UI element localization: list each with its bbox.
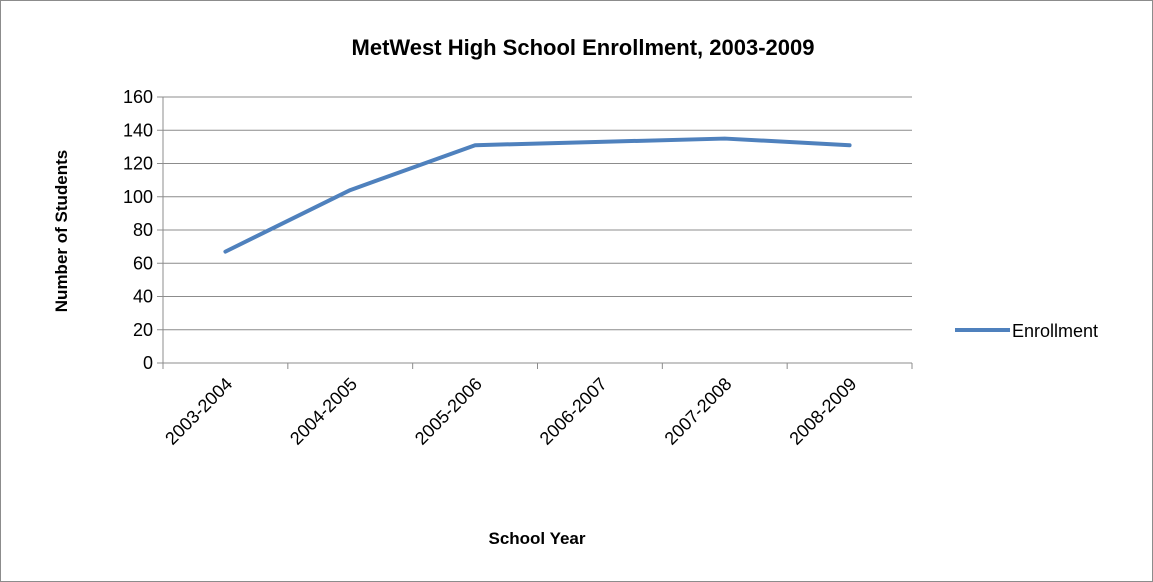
y-tick-label: 40 [133, 287, 153, 307]
gridlines [163, 96, 912, 331]
y-tick-label: 100 [123, 187, 153, 207]
x-axis-title: School Year [488, 529, 585, 548]
x-tick-label: 2005-2006 [411, 374, 486, 449]
y-tick-labels: 0 20 40 60 80 100 120 140 160 [123, 87, 153, 373]
y-tick-label: 80 [133, 220, 153, 240]
series-group [223, 136, 852, 254]
x-tick-label: 2008-2009 [785, 374, 860, 449]
x-tick-labels: 2003-2004 2004-2005 2005-2006 2006-2007 2007… [161, 374, 860, 449]
legend: Enrollment [955, 321, 1098, 341]
axes [157, 96, 913, 369]
y-tick-label: 0 [143, 353, 153, 373]
x-tick-label: 2004-2005 [286, 374, 361, 449]
x-tick-label: 2003-2004 [161, 374, 236, 449]
x-tick-label: 2006-2007 [536, 374, 611, 449]
y-axis-title: Number of Students [52, 150, 71, 312]
y-tick-label: 60 [133, 253, 153, 273]
legend-label: Enrollment [1012, 321, 1098, 341]
y-tick-label: 160 [123, 87, 153, 107]
x-tick-label: 2007-2008 [661, 374, 736, 449]
series-line-enrollment [223, 136, 852, 254]
y-tick-label: 20 [133, 320, 153, 340]
y-tick-label: 140 [123, 120, 153, 140]
y-tick-label: 120 [123, 154, 153, 174]
chart-title: MetWest High School Enrollment, 2003-200… [352, 35, 815, 60]
